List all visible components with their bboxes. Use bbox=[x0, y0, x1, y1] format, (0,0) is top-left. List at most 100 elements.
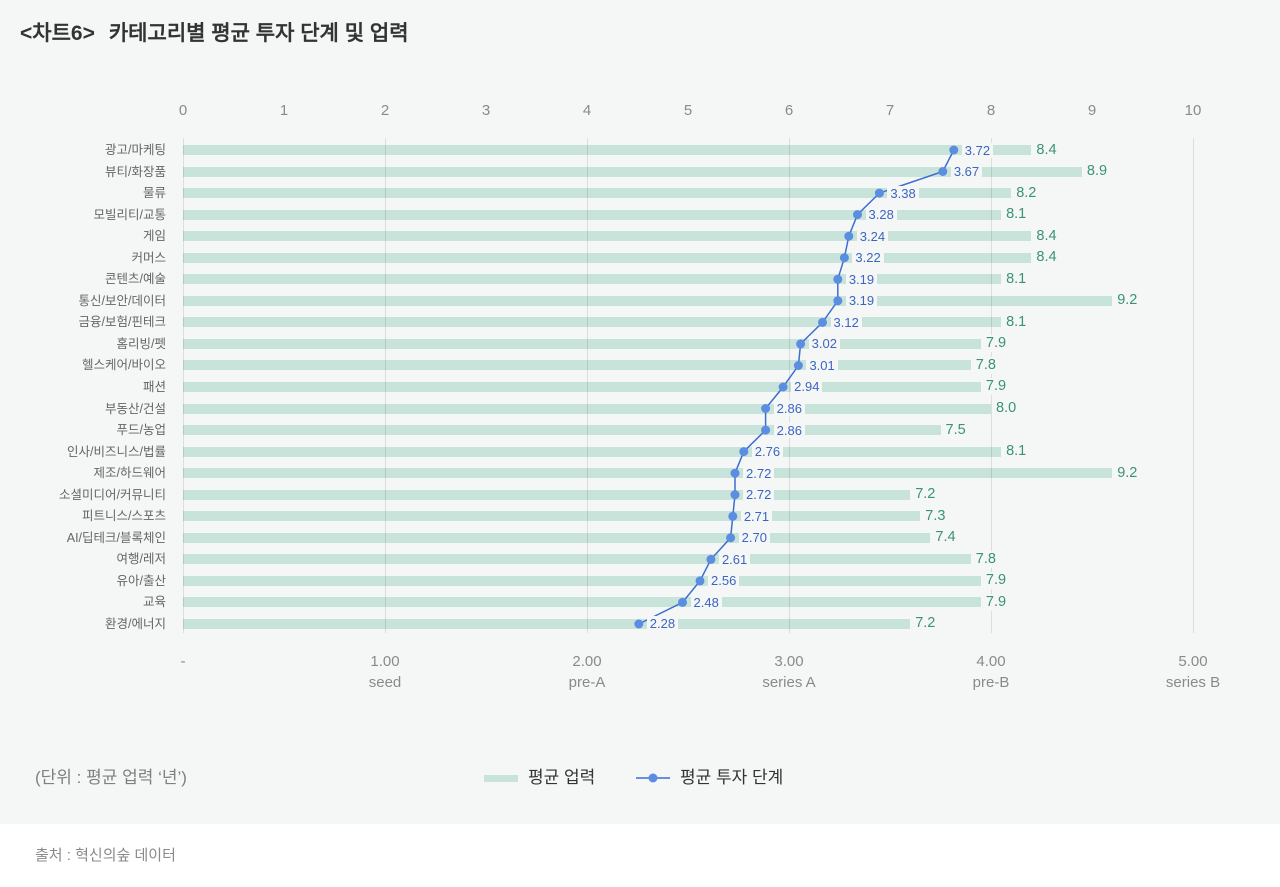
bottom-axis-tick-stage: series A bbox=[762, 674, 816, 691]
category-label: AI/딥테크/블록체인 bbox=[66, 530, 166, 545]
category-label: 패션 bbox=[142, 379, 166, 394]
years-value-label: 9.2 bbox=[1116, 292, 1139, 310]
years-bar bbox=[183, 188, 1012, 199]
top-axis-tick: 5 bbox=[683, 102, 693, 119]
years-bar bbox=[183, 403, 991, 414]
stage-value-label: 3.72 bbox=[961, 142, 994, 158]
bottom-axis-tick: 1.00 seed bbox=[335, 651, 435, 693]
stage-value-label: 3.12 bbox=[830, 314, 862, 330]
years-bar bbox=[183, 252, 1032, 263]
years-bar bbox=[183, 209, 1002, 220]
legend-item-stage: 평균 투자 단계 bbox=[636, 767, 783, 789]
stage-value-label: 3.22 bbox=[852, 250, 884, 266]
category-label: 피트니스/스포츠 bbox=[82, 509, 166, 524]
bottom-axis-tick-value: - bbox=[180, 653, 186, 670]
category-label: 푸드/농업 bbox=[116, 423, 166, 438]
category-label: 홈리빙/펫 bbox=[116, 336, 166, 351]
stage-value-label: 2.70 bbox=[738, 530, 770, 546]
legend-label-years: 평균 업력 bbox=[528, 768, 596, 787]
gridline bbox=[183, 138, 184, 633]
years-value-label: 7.9 bbox=[984, 335, 1008, 353]
bottom-axis-tick-stage: pre-B bbox=[972, 674, 1010, 691]
bottom-axis-tick-stage: series B bbox=[1165, 674, 1221, 691]
bottom-axis-tick-value: 2.00 bbox=[572, 653, 602, 670]
stage-value-label: 3.28 bbox=[865, 207, 897, 223]
bottom-axis-tick-value: 4.00 bbox=[976, 653, 1006, 670]
category-label: 환경/에너지 bbox=[105, 616, 166, 631]
legend-item-years: 평균 업력 bbox=[484, 767, 595, 789]
category-label: 부동산/건설 bbox=[105, 401, 166, 416]
category-label: 게임 bbox=[142, 229, 166, 244]
years-bar bbox=[183, 295, 1113, 306]
years-value-label: 8.1 bbox=[1005, 313, 1028, 331]
years-value-label: 8.1 bbox=[1005, 443, 1028, 461]
top-axis-tick: 0 bbox=[178, 102, 188, 119]
gridline bbox=[587, 138, 588, 633]
top-axis-tick: 4 bbox=[582, 102, 592, 119]
years-bar bbox=[183, 166, 1082, 177]
source-note: 출처 : 혁신의숲 데이터 bbox=[35, 847, 176, 864]
years-bar bbox=[183, 532, 931, 543]
years-value-label: 7.2 bbox=[914, 486, 937, 504]
bottom-axis-tick-stage: pre-A bbox=[568, 674, 606, 691]
years-value-label: 8.1 bbox=[1005, 270, 1028, 288]
stage-value-label: 2.61 bbox=[718, 551, 751, 567]
top-axis-tick: 6 bbox=[784, 102, 794, 119]
years-bar bbox=[183, 338, 981, 349]
category-label: 콘텐츠/예술 bbox=[105, 272, 166, 287]
stage-value-label: 3.24 bbox=[856, 228, 889, 244]
years-bar bbox=[183, 360, 971, 371]
stage-value-label: 2.72 bbox=[743, 465, 775, 481]
years-value-label: 7.5 bbox=[944, 421, 967, 439]
stage-value-label: 3.02 bbox=[808, 336, 840, 352]
years-bar bbox=[183, 145, 1032, 155]
top-axis-tick: 1 bbox=[279, 102, 289, 119]
category-label: 통신/보안/데이터 bbox=[78, 293, 166, 308]
stage-value-label: 2.94 bbox=[791, 379, 823, 395]
stage-value-label: 2.71 bbox=[740, 508, 773, 524]
top-axis-tick: 7 bbox=[885, 102, 895, 119]
category-label: 인사/비즈니스/법률 bbox=[67, 444, 166, 459]
years-value-label: 7.9 bbox=[984, 572, 1008, 590]
category-label: 헬스케어/바이오 bbox=[82, 358, 166, 373]
top-axis-tick: 8 bbox=[986, 102, 996, 119]
stage-value-label: 3.67 bbox=[950, 164, 983, 180]
years-bar bbox=[183, 575, 981, 586]
bottom-axis-tick: 5.00 series B bbox=[1143, 651, 1243, 693]
category-label: 제조/하드웨어 bbox=[93, 466, 166, 481]
years-value-label: 8.9 bbox=[1085, 163, 1109, 181]
unit-note: (단위 : 평균 업력 ‘년’) bbox=[35, 768, 187, 787]
gridline bbox=[789, 138, 790, 633]
years-value-label: 8.1 bbox=[1005, 206, 1028, 224]
footer bbox=[0, 824, 1280, 887]
top-axis-tick: 2 bbox=[380, 102, 390, 119]
category-label: 광고/마케팅 bbox=[105, 143, 166, 157]
years-value-label: 7.9 bbox=[984, 378, 1008, 396]
years-value-label: 7.2 bbox=[914, 615, 937, 633]
years-bar bbox=[183, 618, 911, 629]
years-value-label: 7.9 bbox=[984, 593, 1008, 611]
category-label: 커머스 bbox=[131, 250, 166, 265]
category-label: 유아/출산 bbox=[116, 573, 166, 588]
chart-title: <차트6> 카테고리별 평균 투자 단계 및 업력 bbox=[20, 20, 409, 48]
category-label: 교육 bbox=[142, 595, 166, 610]
stage-value-label: 2.76 bbox=[751, 444, 784, 460]
top-axis-tick: 10 bbox=[1184, 102, 1202, 119]
stage-value-label: 2.48 bbox=[690, 594, 722, 610]
years-value-label: 7.3 bbox=[924, 507, 947, 525]
stage-value-label: 3.01 bbox=[806, 357, 838, 373]
bottom-axis-tick: - bbox=[133, 651, 233, 693]
gridline bbox=[1193, 138, 1194, 633]
category-label: 뷰티/화장품 bbox=[105, 164, 166, 179]
legend-bar-swatch-icon bbox=[484, 774, 518, 782]
bottom-axis-tick-stage bbox=[133, 672, 233, 693]
stage-value-label: 3.38 bbox=[887, 185, 919, 201]
years-bar bbox=[183, 597, 981, 608]
years-value-label: 7.8 bbox=[974, 550, 997, 568]
years-value-label: 9.2 bbox=[1116, 464, 1139, 482]
bottom-axis-tick: 4.00 pre-B bbox=[941, 651, 1041, 693]
years-value-label: 8.4 bbox=[1035, 227, 1058, 245]
stage-value-label: 3.19 bbox=[845, 293, 878, 309]
stage-value-label: 2.86 bbox=[773, 401, 805, 417]
